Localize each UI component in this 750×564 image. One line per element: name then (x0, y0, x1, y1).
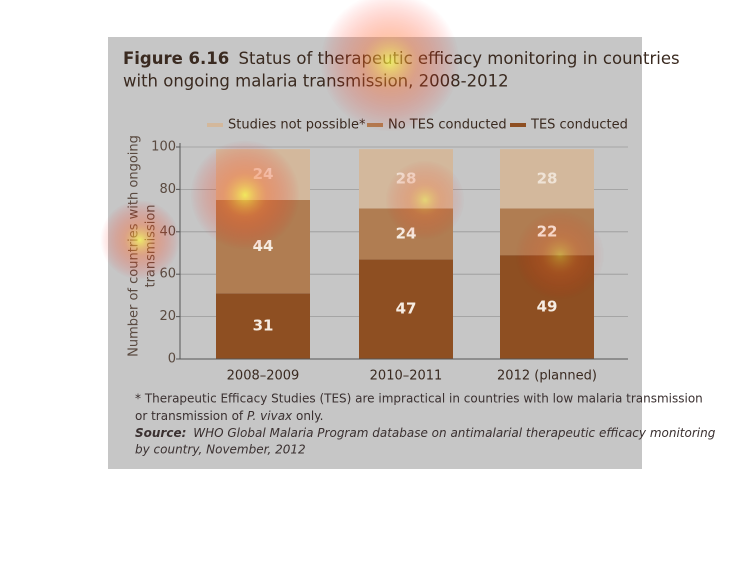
heat-spot (320, 0, 460, 132)
value-label: 47 (396, 300, 417, 318)
bar-segment (216, 293, 310, 359)
value-label: 49 (537, 298, 558, 316)
y-tick-label: 0 (168, 352, 176, 367)
y-tick-label: 80 (159, 182, 176, 197)
source-line: WHO Global Malaria Program database on a… (193, 426, 715, 440)
heat-spot (190, 140, 300, 250)
legend-label: Studies not possible* (228, 118, 366, 133)
y-tick-label: 100 (151, 140, 176, 155)
footnote: * Therapeutic Efficacy Studies (TES) are… (135, 392, 703, 406)
legend-label: TES conducted (530, 118, 628, 133)
heat-spot (515, 210, 605, 300)
heatmap-overlay (100, 0, 605, 300)
footnote-part: or transmission of (135, 409, 247, 423)
y-tick-label: 20 (159, 309, 176, 324)
bar-segment (500, 149, 594, 209)
footnote-part: only. (292, 409, 323, 423)
x-tick-label: 2012 (planned) (497, 369, 597, 384)
heat-spot (385, 160, 465, 240)
value-label: 28 (537, 169, 558, 187)
source: Source: WHO Global Malaria Program datab… (135, 426, 716, 440)
source-label: Source: (135, 426, 186, 440)
source-line: by country, November, 2012 (135, 443, 306, 457)
x-tick-label: 2008–2009 (227, 369, 300, 384)
footnote: or transmission of P. vivax only. (135, 409, 323, 423)
footnote-part: P. vivax (247, 409, 293, 423)
bar-segment (359, 259, 453, 359)
x-tick-label: 2010–2011 (370, 369, 443, 384)
value-label: 31 (253, 317, 274, 335)
legend-swatch (510, 123, 526, 127)
heat-spot (100, 200, 180, 280)
legend-swatch (207, 123, 223, 127)
title-prefix: Figure 6.16 (123, 49, 229, 68)
